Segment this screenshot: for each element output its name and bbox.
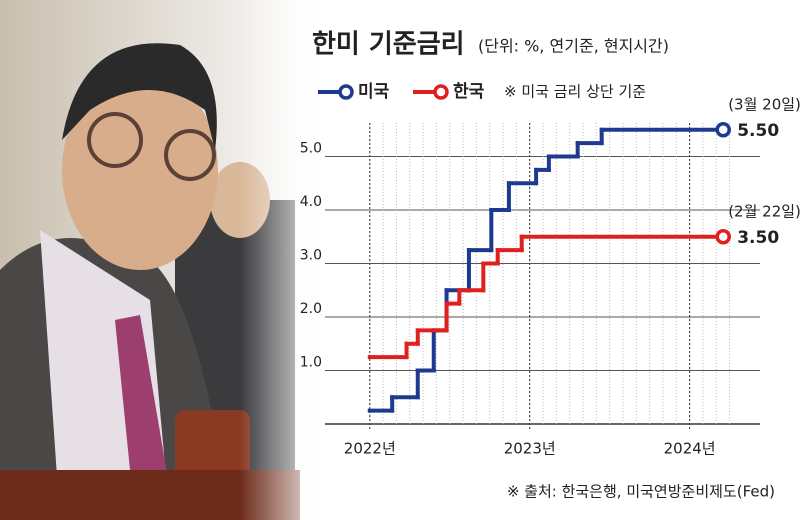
y-tick-label: 1.0 bbox=[300, 355, 322, 371]
end-marker bbox=[715, 229, 731, 245]
x-tick-label: 2024년 bbox=[664, 440, 716, 458]
y-tick-label: 2.0 bbox=[300, 301, 322, 317]
chart-subtitle: (단위: %, 연기준, 현지시간) bbox=[478, 37, 669, 56]
x-tick-label: 2023년 bbox=[504, 440, 556, 458]
y-tick-label: 4.0 bbox=[300, 194, 322, 210]
date-label: (2월 22일) bbox=[728, 202, 801, 220]
date-label: (3월 20일) bbox=[728, 95, 801, 113]
photo bbox=[0, 0, 330, 520]
chart-title: 한미 기준금리 bbox=[312, 30, 465, 60]
value-label: 5.50 bbox=[737, 121, 779, 141]
legend-label: 한국 bbox=[453, 82, 485, 102]
legend-marker bbox=[433, 84, 449, 100]
end-marker bbox=[715, 122, 731, 138]
note: ※ 미국 금리 상단 기준 bbox=[504, 83, 646, 101]
y-tick-label: 5.0 bbox=[300, 141, 322, 157]
source: ※ 출처: 한국은행, 미국연방준비제도(Fed) bbox=[507, 483, 775, 501]
x-tick-label: 2022년 bbox=[344, 440, 396, 458]
legend-label: 미국 bbox=[358, 82, 390, 102]
legend-marker bbox=[338, 84, 354, 100]
value-label: 3.50 bbox=[737, 228, 779, 248]
y-tick-label: 3.0 bbox=[300, 248, 322, 264]
